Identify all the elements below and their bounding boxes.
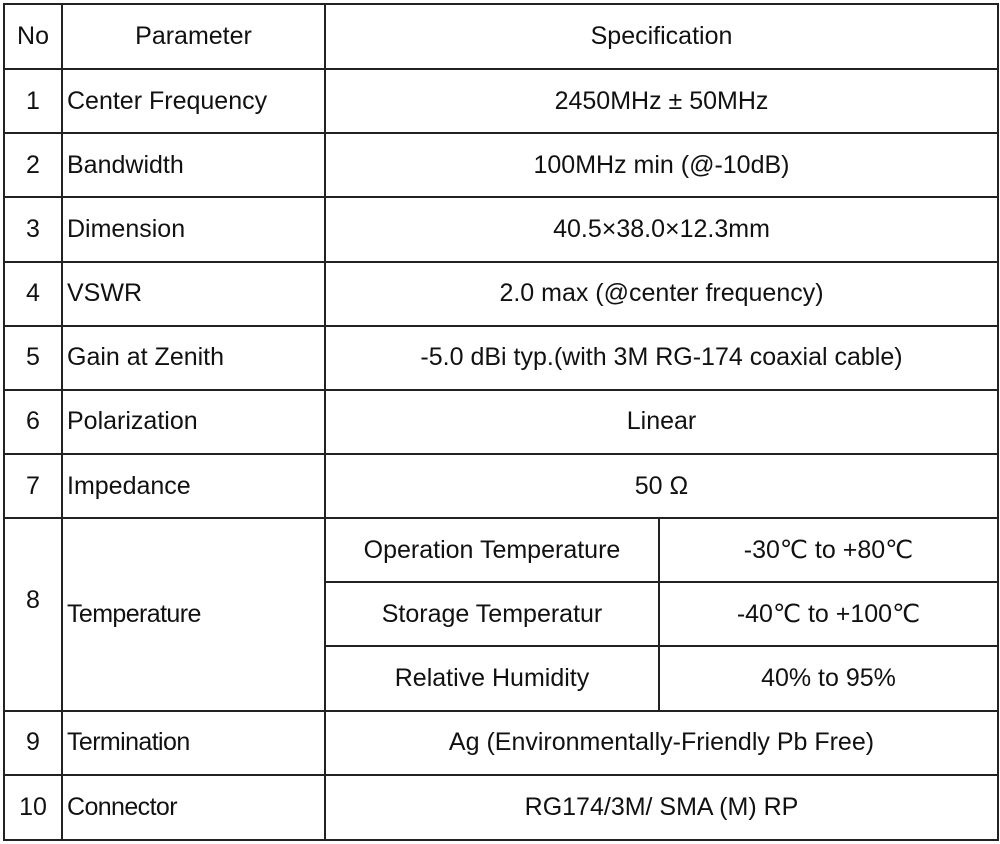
row-no: 4 [3,260,63,327]
row-spec: 40.5×38.0×12.3mm [324,196,999,263]
row-no: 9 [3,709,63,776]
header-no: No [3,2,63,71]
row-no: 7 [3,452,63,520]
table-row-temperature-sub: Relative Humidity 40% to 95% [4,645,999,712]
table-header-row: No Parameter Specification [3,2,999,71]
row-parameter: Connector [61,773,326,842]
row-no: 2 [3,132,63,199]
table-row: 1 Center Frequency 2450MHz ± 50MHz [3,68,999,135]
row-spec: RG174/3M/ SMA (M) RP [324,773,999,842]
header-specification: Specification [324,2,999,71]
table-row: 10 Connector RG174/3M/ SMA (M) RP [3,773,999,842]
row-no: 3 [3,196,63,263]
table-row: 6 Polarization Linear [3,388,999,455]
row-no: 5 [3,324,63,391]
row-parameter: Polarization [61,388,326,455]
sub-value: -30℃ to +80℃ [658,517,999,584]
row-parameter: Temperature [61,517,326,712]
table-row: 7 Impedance 50 Ω [3,452,999,520]
row-parameter: VSWR [61,260,326,327]
table-row: 2 Bandwidth 100MHz min (@-10dB) [3,132,999,199]
row-spec: 2450MHz ± 50MHz [324,68,999,135]
row-spec: -5.0 dBi typ.(with 3M RG-174 coaxial cab… [324,324,999,391]
row-parameter: Termination [61,709,326,776]
row-spec: Ag (Environmentally-Friendly Pb Free) [324,709,999,776]
table-row: 9 Termination Ag (Environmentally-Friend… [3,709,999,776]
row-spec: 100MHz min (@-10dB) [324,132,999,199]
sub-parameter: Relative Humidity [324,645,660,712]
row-no: 8 [3,517,63,712]
row-parameter: Center Frequency [61,68,326,135]
sub-parameter: Operation Temperature [324,517,660,584]
row-parameter: Dimension [61,196,326,263]
sub-parameter: Storage Temperatur [324,581,660,648]
row-no: 10 [3,773,63,842]
specification-table: No Parameter Specification 1 Center Freq… [3,2,999,842]
row-spec: Linear [324,388,999,455]
table-row-temperature: 8 Temperature Operation Temperature -30℃… [3,517,999,712]
header-parameter: Parameter [61,2,326,71]
sub-value: -40℃ to +100℃ [658,581,999,648]
row-parameter: Gain at Zenith [61,324,326,391]
table-row: 5 Gain at Zenith -5.0 dBi typ.(with 3M R… [3,324,999,391]
sub-value: 40% to 95% [658,645,999,712]
row-spec: 2.0 max (@center frequency) [324,260,999,327]
row-no: 6 [3,388,63,455]
row-no: 1 [3,68,63,135]
table-row-temperature-sub: Storage Temperatur -40℃ to +100℃ [4,581,999,648]
row-parameter: Impedance [61,452,326,520]
row-spec: 50 Ω [324,452,999,520]
row-parameter: Bandwidth [61,132,326,199]
table-row: 4 VSWR 2.0 max (@center frequency) [3,260,999,327]
table-row: 3 Dimension 40.5×38.0×12.3mm [3,196,999,263]
